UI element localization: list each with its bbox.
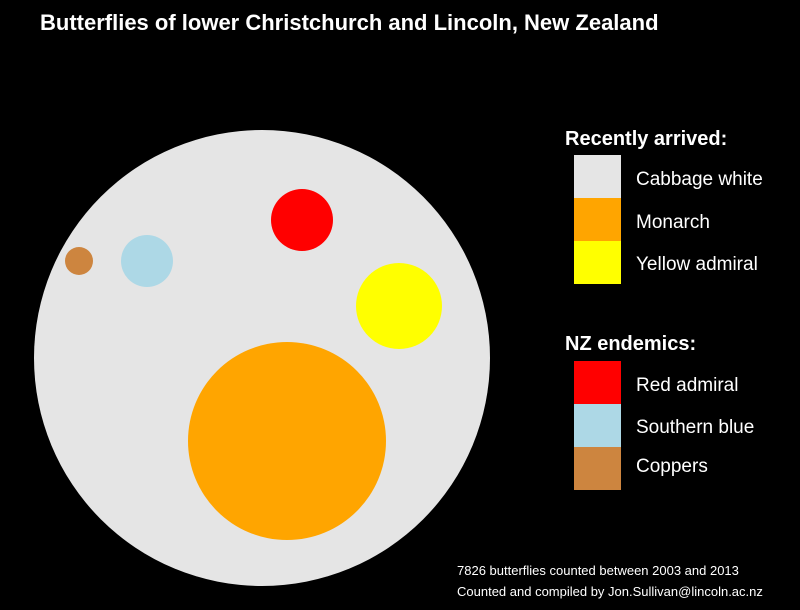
bubble-southern-blue xyxy=(121,235,173,287)
chart-title: Butterflies of lower Christchurch and Li… xyxy=(40,10,659,35)
legend-label-southern-blue: Southern blue xyxy=(636,417,754,438)
legend-swatch-yellow-admiral xyxy=(574,241,621,284)
legend-label-red-admiral: Red admiral xyxy=(636,375,738,396)
bubble-yellow-admiral xyxy=(356,263,442,349)
legend-heading-nz-endemics: NZ endemics: xyxy=(565,333,696,355)
legend-swatch-cabbage-white xyxy=(574,155,621,198)
legend-label-coppers: Coppers xyxy=(636,456,708,477)
legend-label-yellow-admiral: Yellow admiral xyxy=(636,254,758,275)
bubble-monarch xyxy=(188,342,386,540)
legend-nz-endemics: NZ endemics: Red admiral Southern blue C… xyxy=(565,333,754,490)
legend-swatch-red-admiral xyxy=(574,361,621,404)
legend-swatch-monarch xyxy=(574,198,621,241)
bubble-red-admiral xyxy=(271,189,333,251)
legend-swatch-coppers xyxy=(574,447,621,490)
legend-recently-arrived: Recently arrived: Cabbage white Monarch … xyxy=(565,128,763,284)
footer-credit-note: Counted and compiled by Jon.Sullivan@lin… xyxy=(457,584,763,599)
bubble-coppers xyxy=(65,247,93,275)
legend-heading-recently-arrived: Recently arrived: xyxy=(565,128,727,150)
bubble-group xyxy=(34,130,490,586)
footer-count-note: 7826 butterflies counted between 2003 an… xyxy=(457,563,739,578)
legend-label-monarch: Monarch xyxy=(636,212,710,233)
legend-swatch-southern-blue xyxy=(574,404,621,447)
legend-label-cabbage-white: Cabbage white xyxy=(636,169,763,190)
